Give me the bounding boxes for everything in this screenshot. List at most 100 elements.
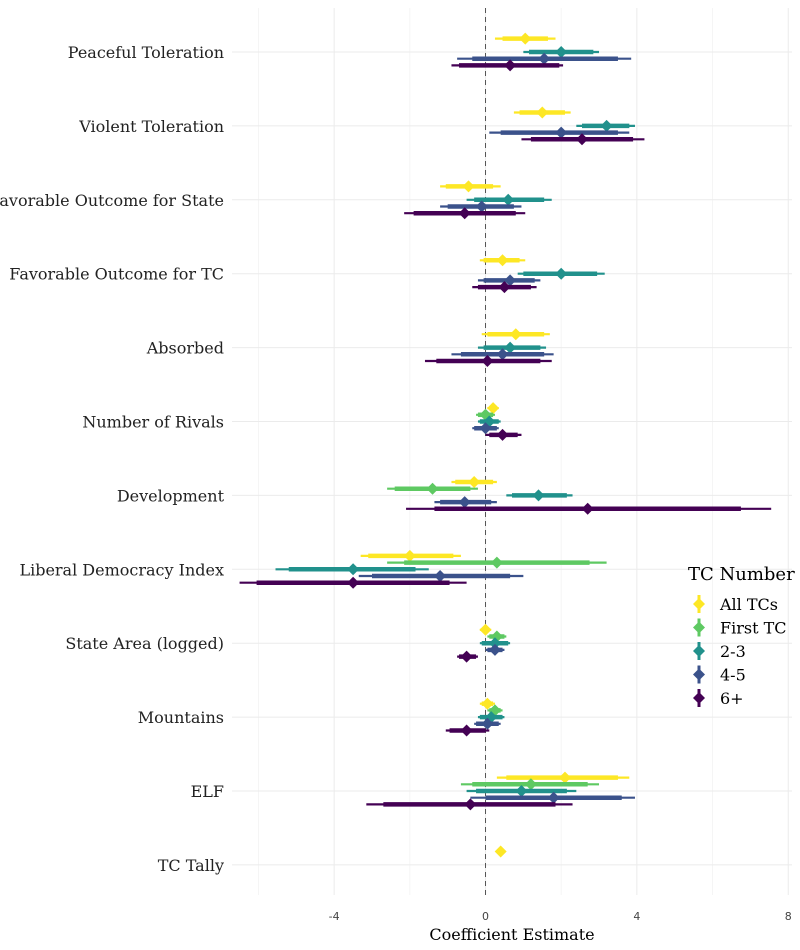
- estimate-number-of-rivals-6: [485, 428, 522, 441]
- estimate-state-area-logged-4-5: [485, 643, 505, 656]
- x-tick-label: 0: [482, 910, 489, 923]
- grid: [232, 8, 792, 895]
- estimate-marker: [479, 422, 492, 435]
- estimate-state-area-logged-2-3: [479, 637, 511, 650]
- legend-key-marker: [693, 692, 705, 704]
- estimate-marker: [458, 496, 471, 509]
- estimate-development-all-tcs: [451, 476, 497, 488]
- estimate-absorbed-2-3: [477, 341, 547, 354]
- estimate-marker: [481, 355, 494, 367]
- estimate-marker: [547, 791, 560, 804]
- estimate-development-first-tc: [387, 482, 478, 495]
- estimate-development-2-3: [506, 489, 573, 502]
- estimate-marker: [558, 771, 571, 784]
- x-tick-label: 4: [633, 910, 640, 923]
- estimate-liberal-democracy-index-all-tcs: [360, 549, 461, 562]
- estimate-marker: [504, 59, 517, 72]
- variable-label-violent-toleration: Violent Toleration: [78, 117, 224, 136]
- estimate-marker: [347, 563, 360, 576]
- legend: TC Number All TCs First TC 2-3 4-5 6+: [688, 564, 795, 708]
- legend-key-marker: [693, 598, 705, 610]
- legend-label: 4-5: [720, 666, 746, 685]
- legend-item-6: 6+: [693, 689, 744, 708]
- estimate-favorable-outcome-for-tc-all-tcs: [479, 254, 526, 267]
- estimate-marker: [479, 623, 492, 636]
- estimate-liberal-democracy-index-first-tc: [387, 556, 607, 569]
- estimate-favorable-outcome-for-state-2-3: [466, 193, 552, 206]
- variable-label-mountains: Mountains: [138, 708, 224, 727]
- estimate-state-area-logged-all-tcs: [479, 623, 492, 636]
- variable-label-liberal-democracy-index: Liberal Democracy Index: [19, 560, 224, 579]
- variable-label-elf: ELF: [191, 782, 224, 801]
- x-axis-ticks: -4 0 4 8: [329, 910, 792, 923]
- x-tick-label: 8: [785, 910, 792, 923]
- legend-item-4-5: 4-5: [693, 665, 746, 685]
- estimate-marker: [498, 281, 511, 294]
- estimate-marker: [434, 570, 447, 582]
- estimate-development-4-5: [434, 496, 497, 509]
- estimate-marker: [555, 267, 568, 280]
- estimate-marker: [524, 778, 537, 791]
- estimate-absorbed-all-tcs: [481, 328, 550, 341]
- estimate-violent-toleration-2-3: [576, 119, 635, 132]
- estimate-marker: [481, 697, 494, 710]
- estimate-marker: [468, 476, 481, 488]
- estimate-marker: [581, 502, 594, 515]
- estimate-marker: [460, 724, 473, 737]
- estimate-favorable-outcome-for-state-all-tcs: [440, 180, 501, 193]
- estimate-marker: [347, 576, 360, 589]
- estimate-mountains-6: [445, 724, 490, 737]
- estimate-marker: [555, 126, 568, 139]
- legend-key-marker: [693, 621, 705, 634]
- legend-label: All TCs: [719, 595, 778, 614]
- estimate-marker: [496, 254, 509, 267]
- estimate-marker: [509, 328, 522, 341]
- estimate-marker: [536, 106, 549, 119]
- estimate-marker: [515, 785, 528, 797]
- estimate-marker: [496, 428, 509, 441]
- estimate-marker: [504, 341, 517, 354]
- estimate-mountains-all-tcs: [479, 697, 495, 710]
- estimate-peaceful-toleration-all-tcs: [494, 32, 556, 45]
- x-tick-label: -4: [329, 910, 340, 923]
- estimate-marker: [600, 119, 613, 132]
- estimate-marker: [403, 549, 416, 562]
- variable-label-tc-tally: TC Tally: [158, 856, 224, 875]
- estimate-marker: [532, 489, 545, 502]
- plot-area: [239, 32, 772, 858]
- estimate-elf-first-tc: [460, 778, 600, 791]
- estimate-elf-6: [366, 798, 573, 811]
- estimate-favorable-outcome-for-tc-4-5: [477, 274, 541, 287]
- legend-label: First TC: [720, 619, 787, 638]
- estimate-favorable-outcome-for-state-4-5: [440, 200, 522, 213]
- estimate-marker: [462, 180, 475, 193]
- variable-label-absorbed: Absorbed: [146, 339, 224, 358]
- variable-label-development: Development: [117, 486, 225, 505]
- estimate-peaceful-toleration-4-5: [457, 52, 632, 65]
- estimate-favorable-outcome-for-state-6: [404, 207, 526, 220]
- estimate-mountains-2-3: [477, 711, 505, 724]
- legend-title: TC Number: [688, 564, 795, 585]
- estimate-marker: [502, 193, 515, 206]
- estimate-violent-toleration-all-tcs: [513, 106, 571, 119]
- estimate-marker: [487, 402, 500, 415]
- estimate-peaceful-toleration-6: [451, 59, 564, 72]
- estimate-elf-all-tcs: [496, 771, 630, 784]
- variable-label-favorable-outcome-for-state: Favorable Outcome for State: [0, 191, 224, 210]
- estimate-number-of-rivals-2-3: [477, 415, 501, 428]
- estimate-marker: [488, 637, 501, 650]
- estimate-marker: [496, 348, 509, 361]
- estimate-number-of-rivals-4-5: [472, 422, 499, 435]
- estimate-absorbed-4-5: [451, 348, 554, 361]
- legend-label: 2-3: [720, 642, 746, 661]
- estimate-mountains-4-5: [474, 717, 501, 730]
- estimate-peaceful-toleration-2-3: [523, 46, 600, 58]
- legend-item-2-3: 2-3: [693, 642, 746, 661]
- estimate-marker: [488, 643, 501, 656]
- estimate-marker: [490, 556, 503, 569]
- estimate-liberal-democracy-index-6: [239, 576, 467, 589]
- legend-item-all-tcs: All TCs: [693, 595, 778, 614]
- estimate-marker: [494, 845, 507, 858]
- estimate-state-area-logged-6: [457, 650, 478, 663]
